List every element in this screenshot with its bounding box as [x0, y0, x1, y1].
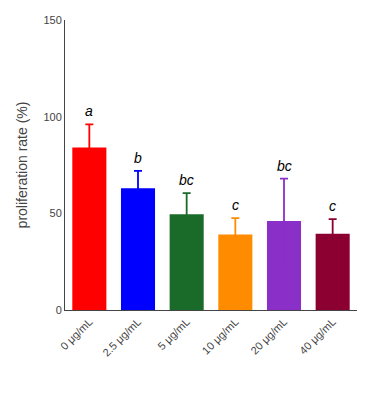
svg-text:0: 0 [56, 304, 62, 316]
svg-text:c: c [232, 197, 239, 213]
svg-text:40 μg/mL: 40 μg/mL [297, 316, 338, 357]
svg-text:5 μg/mL: 5 μg/mL [155, 316, 192, 353]
svg-text:bc: bc [179, 172, 194, 188]
svg-text:0 μg/mL: 0 μg/mL [58, 316, 95, 353]
svg-text:2.5 μg/mL: 2.5 μg/mL [100, 316, 143, 359]
svg-text:b: b [134, 150, 142, 166]
svg-text:10 μg/mL: 10 μg/mL [200, 316, 241, 357]
svg-text:proliferation rate (%): proliferation rate (%) [14, 102, 30, 229]
svg-text:bc: bc [277, 158, 292, 174]
svg-text:c: c [329, 198, 336, 214]
svg-text:150: 150 [43, 14, 61, 26]
svg-text:20 μg/mL: 20 μg/mL [248, 316, 289, 357]
svg-text:100: 100 [43, 111, 61, 123]
svg-text:50: 50 [50, 207, 62, 219]
svg-text:a: a [85, 103, 93, 119]
